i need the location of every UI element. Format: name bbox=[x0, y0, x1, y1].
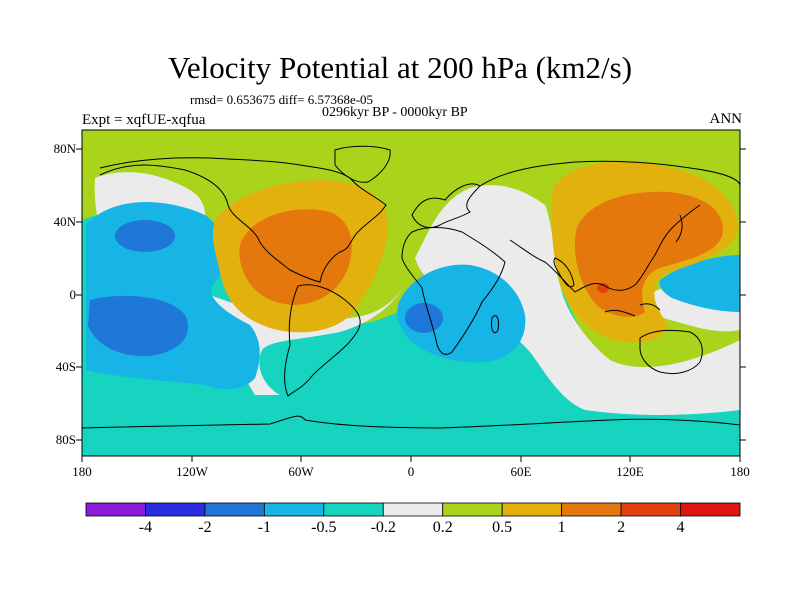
season-label: ANN bbox=[709, 111, 743, 127]
northwest-pacific-light-blue-region bbox=[659, 255, 740, 312]
colorbar-label: 2 bbox=[617, 519, 626, 536]
lat-label-0: 0 bbox=[69, 287, 77, 302]
colorbar-swatch bbox=[85, 502, 146, 517]
south-pacific-blue-core bbox=[88, 295, 189, 357]
india-coast bbox=[553, 257, 575, 288]
colorbar-label: 0.5 bbox=[492, 519, 513, 536]
greenland-coast bbox=[334, 145, 391, 183]
colorbar-swatch bbox=[442, 502, 503, 517]
colorbar-label: -4 bbox=[138, 519, 153, 536]
antarctica-coast bbox=[82, 415, 740, 429]
japan-coast bbox=[675, 214, 683, 243]
colorbar-swatch bbox=[680, 502, 741, 517]
contour-field bbox=[82, 130, 740, 456]
north-pacific-blue-core bbox=[115, 220, 175, 252]
lon-label-120e: 120E bbox=[616, 464, 644, 479]
colorbar-swatch bbox=[620, 502, 681, 517]
colorbar-swatch bbox=[561, 502, 622, 517]
africa-coast bbox=[401, 227, 506, 355]
africa-light-blue-region bbox=[397, 264, 526, 363]
south-america-coast bbox=[284, 284, 361, 397]
eastern-neutral-band bbox=[415, 185, 740, 415]
colorbar-swatch bbox=[323, 502, 384, 517]
coastlines bbox=[82, 145, 740, 429]
colorbar-label: -1 bbox=[257, 519, 272, 536]
europe-coast bbox=[411, 183, 481, 228]
colorbar-swatch bbox=[204, 502, 265, 517]
colorbar-label: -0.5 bbox=[311, 519, 337, 536]
north-america-coast bbox=[99, 157, 387, 283]
lat-label-80n: 80N bbox=[53, 141, 76, 156]
lon-label-0: 0 bbox=[407, 464, 415, 479]
indonesia-coast bbox=[604, 303, 661, 317]
lon-label-180w: 180 bbox=[72, 464, 92, 479]
lon-label-180e: 180 bbox=[730, 464, 750, 479]
colorbar-label: 0.2 bbox=[432, 519, 453, 536]
lat-label-40s: 40S bbox=[55, 359, 76, 374]
madagascar-coast bbox=[491, 315, 499, 334]
experiment-label: Expt = xqfUE-xqfua bbox=[82, 112, 206, 128]
axis-ticks bbox=[76, 148, 746, 462]
colorbar-label: -2 bbox=[198, 519, 212, 536]
lat-label-40n: 40N bbox=[53, 214, 76, 229]
eurasia-coast bbox=[479, 160, 740, 293]
colorbar-label: 1 bbox=[557, 519, 566, 536]
colorbar bbox=[85, 502, 741, 517]
lon-label-60w: 60W bbox=[288, 464, 314, 479]
colorbar-swatch bbox=[145, 502, 206, 517]
map-title: Velocity Potential at 200 hPa (km2/s) bbox=[167, 50, 633, 85]
lon-label-60e: 60E bbox=[510, 464, 532, 479]
colorbar-label: -0.2 bbox=[370, 519, 396, 536]
rmsd-diff-stats: rmsd= 0.653675 diff= 6.57368e-05 bbox=[190, 92, 374, 107]
americas-orange-core bbox=[239, 209, 352, 305]
asia-red-orange-core bbox=[597, 283, 609, 293]
lat-label-80s: 80S bbox=[55, 432, 76, 447]
time-period-label: 0296kyr BP - 0000kyr BP bbox=[322, 105, 468, 120]
africa-blue-core bbox=[405, 303, 443, 333]
australia-coast bbox=[639, 329, 703, 375]
colorbar-swatch bbox=[382, 502, 444, 517]
colorbar-label: 4 bbox=[676, 519, 685, 536]
lon-label-120w: 120W bbox=[176, 464, 208, 479]
asia-orange-core bbox=[575, 191, 723, 317]
colorbar-swatch bbox=[263, 502, 325, 517]
colorbar-swatch bbox=[501, 502, 563, 517]
